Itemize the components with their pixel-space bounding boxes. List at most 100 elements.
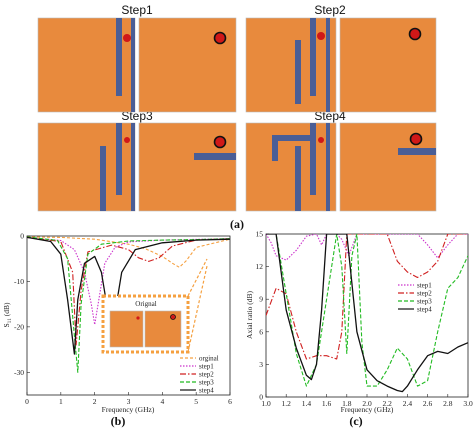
step3-strip-extra [100, 146, 106, 211]
b-legend-label-step3: step3 [199, 379, 214, 387]
c-ytick-label: 9 [259, 295, 263, 304]
step4-strip-left [310, 123, 316, 195]
c-xtick-label: 1.0 [261, 399, 271, 408]
c-series-step3 [266, 234, 468, 387]
step4-strip-extra [295, 146, 301, 211]
panel-label-b: (b) [111, 414, 126, 428]
s11-inset-original: Orignal [101, 294, 190, 354]
step4-top-arm [272, 135, 312, 141]
axial-ratio-ticks: 1.0 1.2 1.4 1.6 1.8 2.0 2.2 2.4 2.6 2.8 3.0 0 3 6 9 12 1… [256, 230, 473, 409]
step2-probe-dot [408, 27, 422, 41]
step2-strip-extra [295, 40, 301, 104]
s11-ticks: 0 1 2 3 4 5 6 0 -10 -20 -30 [14, 232, 232, 407]
step2-feed-dot [317, 32, 325, 40]
b-series-step2 [27, 236, 230, 346]
inset-feed-dot [136, 316, 140, 320]
step3-antenna [37, 122, 237, 212]
c-xtick-label: 2.6 [423, 399, 433, 408]
b-xtick-label: 2 [93, 397, 97, 406]
axial-ratio-y-axis-title: Axial ratio (dB) [245, 291, 254, 339]
step2-strip-right [326, 18, 330, 112]
c-xtick-label: 2.2 [383, 399, 393, 408]
b-xtick-label: 4 [160, 397, 164, 406]
step3-probe-dot [213, 135, 227, 149]
c-xtick-label: 1.8 [342, 399, 352, 408]
axial-ratio-plot-frame [265, 233, 469, 398]
step4-strip-right [326, 123, 330, 211]
step2-antenna [245, 17, 437, 113]
axial-ratio-chart: 1.0 1.2 1.4 1.6 1.8 2.0 2.2 2.4 2.6 2.8 3.0 0 3 6 9 12 1… [245, 230, 473, 429]
step4-feed-dot [318, 137, 324, 143]
b-ytick-label: -30 [14, 368, 24, 377]
c-ytick-label: 6 [259, 327, 263, 336]
step2-right-substrate [339, 17, 437, 113]
step4-horizontal-strip [398, 148, 436, 155]
inset-left-substrate [109, 310, 144, 348]
s11-series [27, 236, 230, 373]
b-ytick-label: 0 [20, 232, 24, 241]
panel-label-c: (c) [349, 414, 362, 428]
b-xtick-label: 5 [194, 397, 198, 406]
b-xtick-label: 0 [25, 397, 29, 406]
c-xtick-label: 3.0 [463, 399, 473, 408]
c-xtick-label: 2.8 [443, 399, 453, 408]
c-ytick-label: 12 [256, 262, 264, 271]
step4-title: Step4 [314, 109, 346, 123]
b-xtick-label: 3 [127, 397, 131, 406]
c-xtick-label: 1.6 [322, 399, 332, 408]
step4-antenna [245, 122, 437, 212]
axial-ratio-x-axis-title: Frequency (GHz) [341, 405, 394, 414]
inset-probe-dot [170, 314, 176, 320]
s11-y-axis-title: S11 (dB) [2, 302, 13, 328]
b-ytick-label: -20 [14, 322, 24, 331]
b-ytick-label: -10 [14, 277, 24, 286]
c-legend-label-step3: step3 [417, 298, 432, 306]
b-legend-label-orginal: orginal [199, 355, 219, 363]
step3-strip-left [116, 123, 122, 195]
c-ytick-label: 15 [256, 230, 264, 239]
inset-connector-top [187, 258, 208, 297]
c-xtick-label: 1.4 [302, 399, 312, 408]
s11-chart: 0 1 2 3 4 5 6 0 -10 -20 -30 Frequency (GHz) S11 (d… [2, 232, 232, 429]
b-legend-label-step4: step4 [199, 387, 214, 395]
inset-title: Orignal [135, 300, 156, 308]
c-xtick-label: 2.0 [362, 399, 372, 408]
step1-title: Step1 [121, 3, 153, 17]
c-series-step4 [266, 234, 468, 393]
b-series-step4 [27, 236, 230, 355]
b-legend-label-step2: step2 [199, 371, 214, 379]
step1-strip-left [116, 18, 122, 96]
step1-feed-dot [123, 34, 131, 42]
step2-title: Step2 [314, 3, 346, 17]
c-series-step1 [266, 234, 468, 261]
b-legend-label-step1: step1 [199, 363, 214, 371]
step3-title: Step3 [121, 109, 153, 123]
c-ytick-label: 0 [259, 393, 263, 402]
c-legend-label-step2: step2 [417, 290, 432, 298]
panel-label-a: (a) [230, 217, 244, 231]
b-series-orginal [27, 236, 230, 268]
c-legend-label-step1: step1 [417, 282, 432, 290]
step2-left-substrate [245, 17, 337, 113]
c-xtick-label: 1.2 [282, 399, 292, 408]
c-legend-label-step4: step4 [417, 306, 432, 314]
step1-probe-dot [213, 31, 227, 45]
b-xtick-label: 6 [228, 397, 232, 406]
step2-strip-left [310, 18, 316, 96]
step3-horizontal-strip [194, 153, 236, 160]
step1-strip-right [131, 18, 135, 112]
b-series-step1 [27, 236, 230, 326]
c-ytick-label: 3 [259, 360, 263, 369]
step4-probe-dot [409, 132, 423, 146]
step3-feed-dot [124, 137, 130, 143]
step1-antenna [37, 17, 237, 113]
b-series-step3 [27, 236, 230, 373]
b-xtick-label: 1 [59, 397, 63, 406]
axial-ratio-series [266, 234, 468, 393]
panel-a-step-diagrams: Step1 Step2 Step3 Step4 [37, 3, 437, 231]
s11-x-axis-title: Frequency (GHz) [102, 405, 155, 414]
c-xtick-label: 2.4 [403, 399, 413, 408]
